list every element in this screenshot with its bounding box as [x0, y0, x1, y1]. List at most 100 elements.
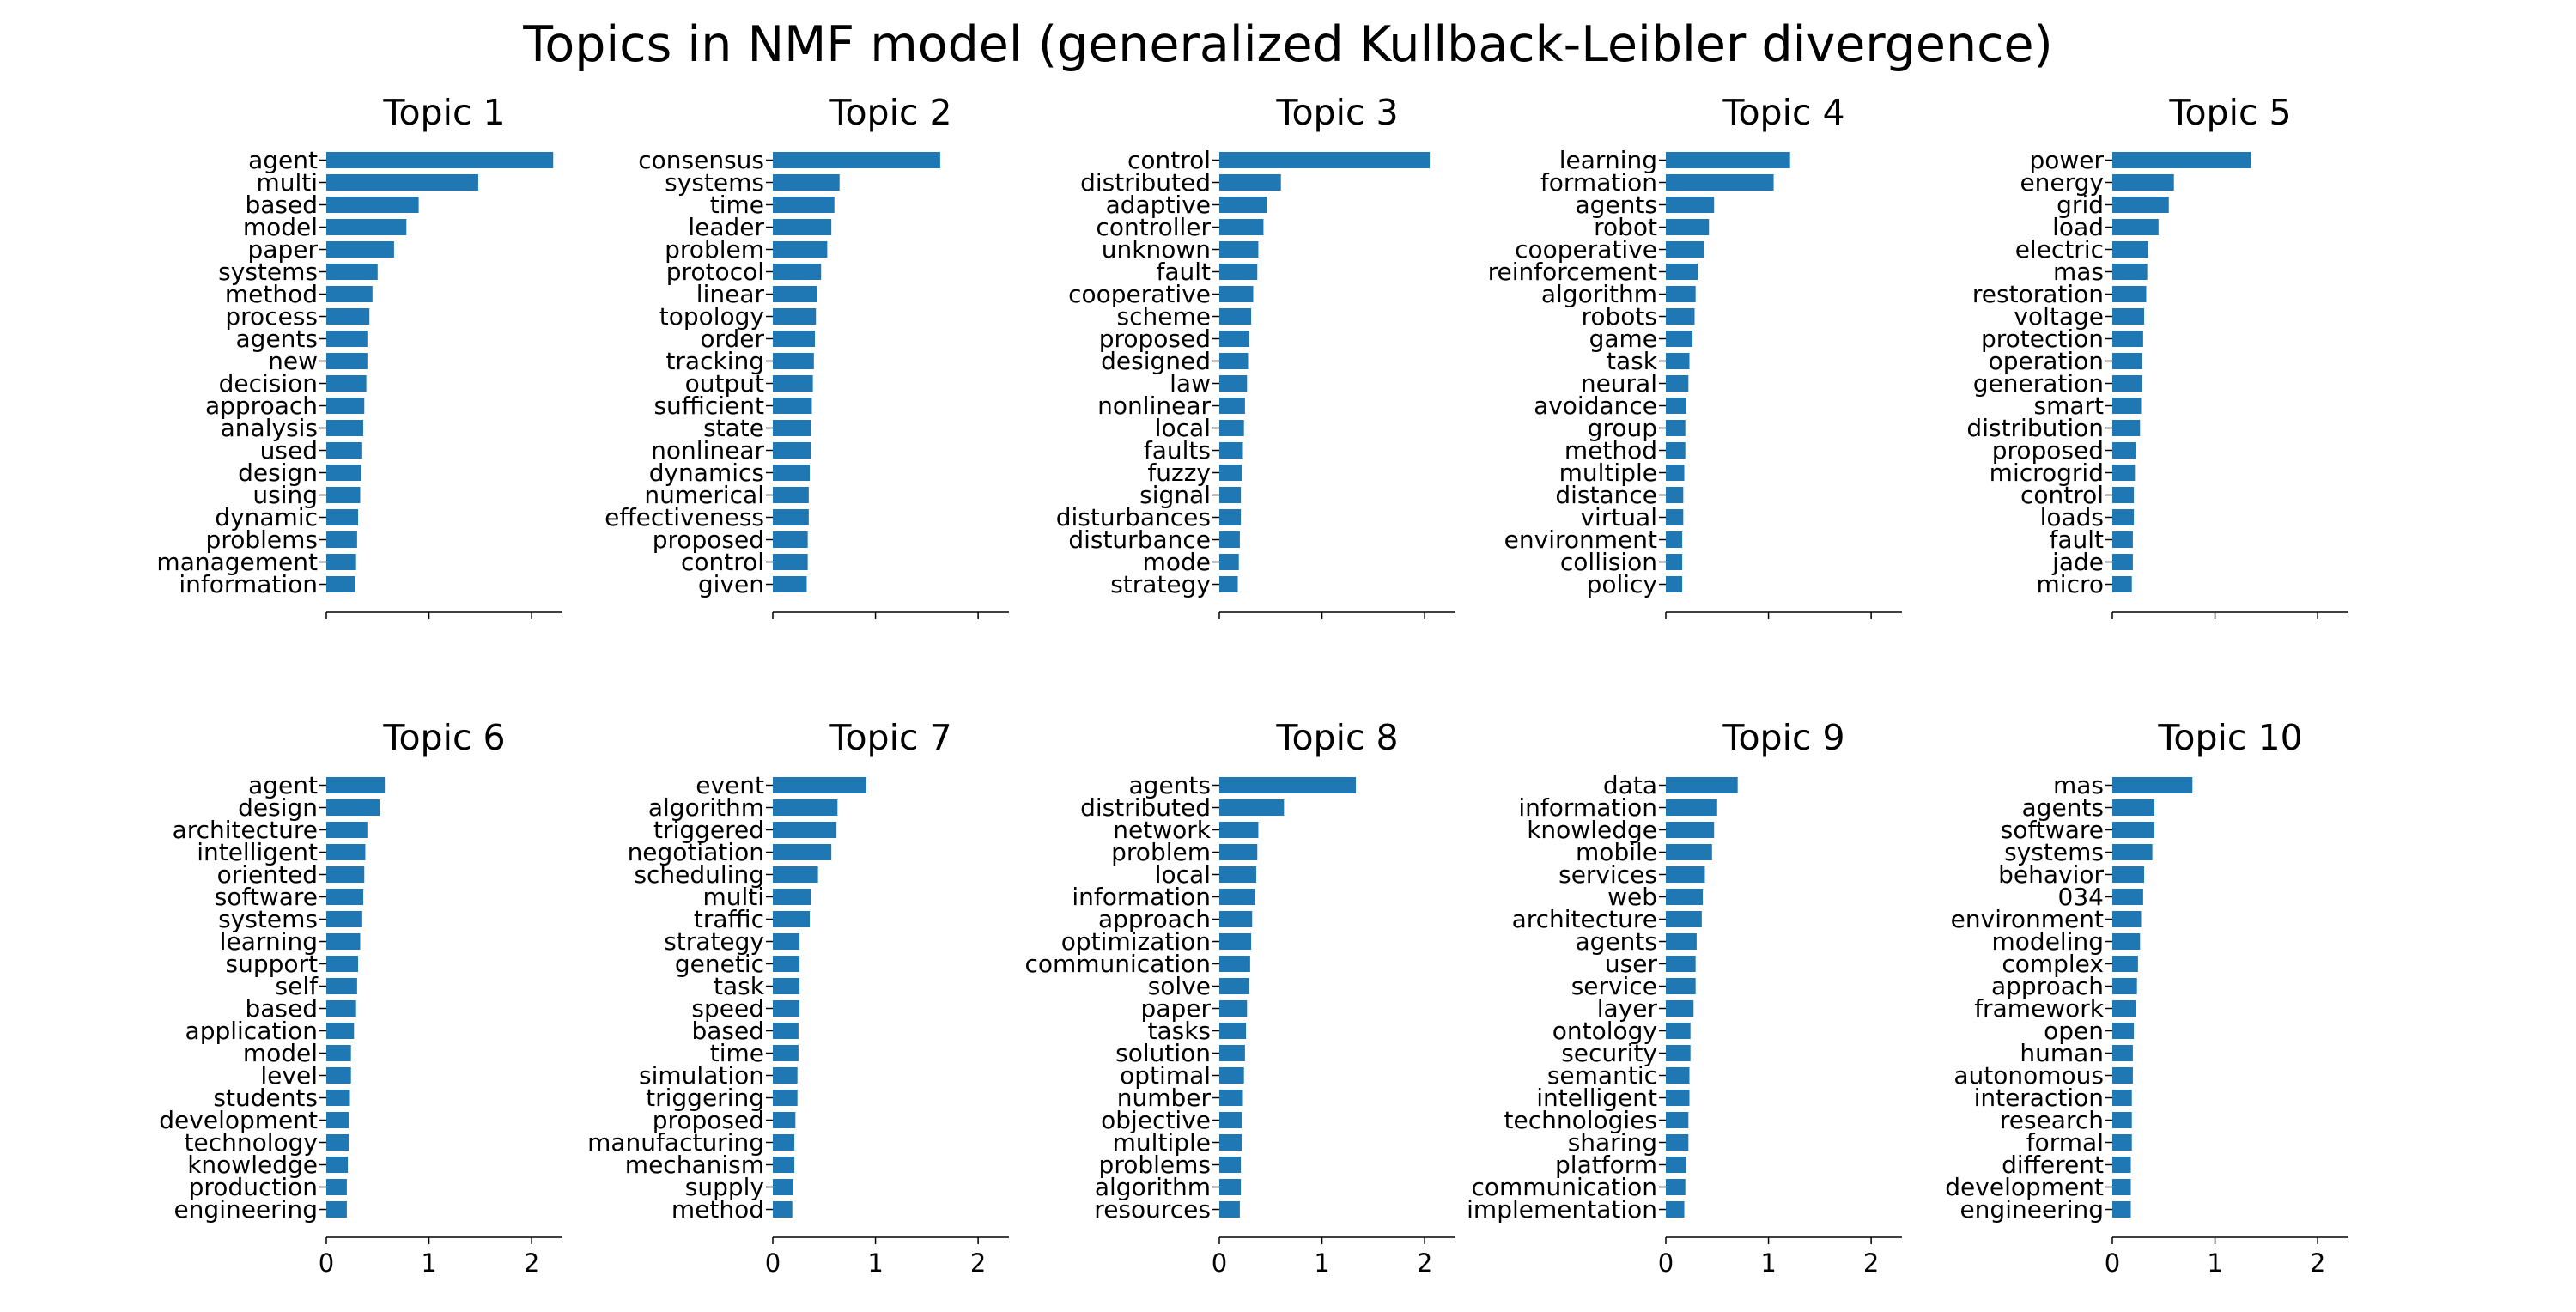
x-tick-label: 0 [319, 1248, 334, 1278]
category-label: environment [1504, 525, 1657, 554]
category-label: output [685, 369, 764, 398]
x-tick-label: 2 [970, 1248, 986, 1278]
category-label: nonlinear [1097, 392, 1211, 420]
category-label: agent [248, 146, 318, 174]
category-label: nonlinear [651, 436, 764, 465]
bar [2112, 398, 2142, 414]
bar [1666, 889, 1704, 905]
category-label: given [698, 570, 764, 598]
bar [2112, 1000, 2136, 1017]
bar [2112, 1090, 2132, 1106]
bar [1666, 487, 1684, 503]
category-label: oriented [217, 860, 318, 889]
bar [773, 1201, 793, 1218]
category-label: policy [1587, 570, 1657, 598]
bar [2112, 956, 2138, 972]
bar [1666, 286, 1696, 302]
bar [326, 398, 365, 414]
bar [773, 933, 800, 950]
category-label: generation [1973, 369, 2104, 398]
bar [2112, 1045, 2133, 1061]
bar [1666, 174, 1774, 191]
category-label: behavior [1998, 860, 2104, 889]
bar [2112, 308, 2145, 325]
category-label: software [2001, 816, 2104, 844]
x-tick-label: 0 [2105, 1248, 2120, 1278]
bar [1219, 286, 1254, 302]
bar [1666, 1157, 1686, 1173]
bar [2112, 978, 2137, 994]
category-label: agent [248, 771, 318, 799]
category-label: human [2020, 1039, 2104, 1067]
x-tick-label: 2 [1417, 1248, 1432, 1278]
bar [1219, 777, 1357, 793]
bar [2112, 219, 2159, 235]
category-label: learning [1559, 146, 1657, 174]
category-label: local [1155, 860, 1211, 889]
bar [1219, 1179, 1242, 1195]
category-label: software [215, 883, 318, 911]
bar [773, 978, 800, 994]
category-label: micro [2037, 570, 2104, 598]
bar [1666, 799, 1717, 816]
bar [1219, 844, 1258, 860]
bar [1219, 420, 1244, 436]
category-label: negotiation [628, 838, 764, 866]
category-label: 034 [2058, 883, 2104, 911]
category-label: adaptive [1106, 191, 1211, 219]
category-label: algorithm [648, 793, 764, 822]
category-label: speed [691, 994, 764, 1023]
panel-title: Topic 9 [1722, 717, 1844, 758]
bar [2112, 487, 2135, 503]
x-tick-label: 1 [1760, 1248, 1776, 1278]
bar [773, 219, 832, 235]
bar [773, 509, 809, 525]
bar [1219, 331, 1249, 347]
bar [1219, 531, 1240, 548]
bar [2112, 889, 2143, 905]
bar [1666, 844, 1712, 860]
bar [1219, 1090, 1243, 1106]
category-label: agents [1576, 191, 1657, 219]
bar [1666, 933, 1697, 950]
category-label: proposed [653, 525, 764, 554]
category-label: restoration [1972, 280, 2104, 308]
bar [773, 1157, 795, 1173]
category-label: dynamics [649, 459, 764, 487]
bar [2112, 1067, 2133, 1084]
bar [1219, 576, 1238, 592]
bar [326, 197, 419, 213]
category-label: disturbances [1056, 503, 1211, 531]
panel-title: Topic 10 [2157, 717, 2302, 758]
category-label: multiple [1559, 459, 1657, 487]
category-label: knowledge [1527, 816, 1657, 844]
category-label: multi [702, 883, 764, 911]
bar [326, 822, 368, 838]
bar [2112, 1201, 2131, 1218]
bar [2112, 509, 2135, 525]
bar [773, 1023, 799, 1039]
bar [1666, 241, 1704, 258]
bar [1666, 1134, 1689, 1151]
bar [773, 844, 832, 860]
bar [1219, 241, 1259, 258]
x-tick-label: 1 [1314, 1248, 1329, 1278]
bar [2112, 442, 2136, 459]
category-label: distributed [1080, 793, 1211, 822]
category-label: engineering [173, 1195, 318, 1224]
category-label: self [276, 972, 319, 1000]
bar [326, 1134, 349, 1151]
bar [2112, 1157, 2131, 1173]
category-label: complex [2002, 950, 2104, 978]
bar [1666, 777, 1738, 793]
bar [1219, 487, 1242, 503]
category-label: different [2002, 1151, 2104, 1179]
category-label: technology [185, 1128, 318, 1157]
bar [326, 1157, 349, 1173]
category-label: decision [219, 369, 318, 398]
category-label: problems [1099, 1151, 1211, 1179]
bar [1219, 1000, 1248, 1017]
bar [1219, 554, 1239, 570]
bar [326, 331, 368, 347]
category-label: approach [1098, 905, 1211, 933]
